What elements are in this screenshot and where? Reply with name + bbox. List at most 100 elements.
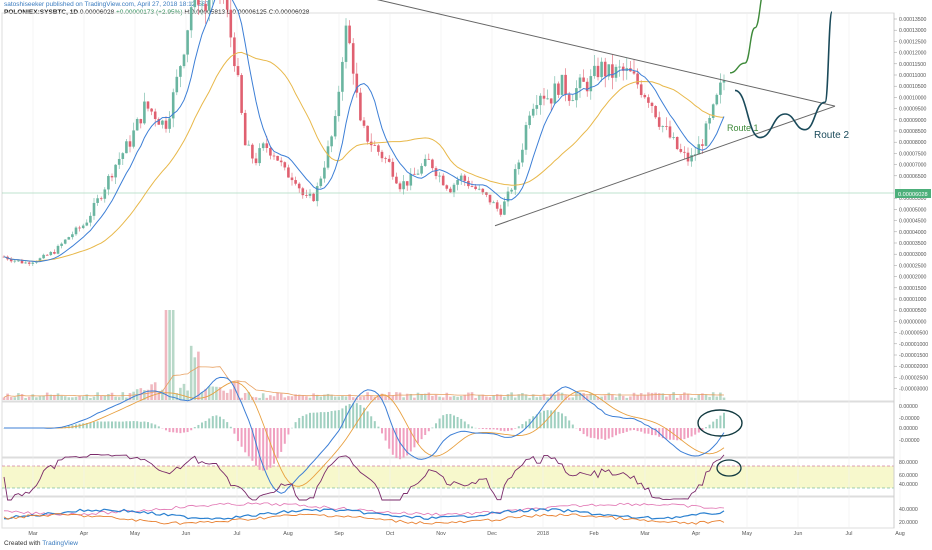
candle-body [323,167,326,179]
tradingview-logo[interactable]: TradingView [42,540,78,547]
macd-histogram-bar [535,414,538,429]
macd-histogram-bar [179,428,182,434]
volume-bar [369,395,373,400]
time-tick-label: May [130,531,140,537]
candle-body [643,94,647,98]
candle-body [377,145,380,152]
candle-body [225,0,229,10]
volume-bar [333,396,337,400]
candle-body [528,115,531,126]
volume-bar [535,397,539,400]
volume-bar [690,397,693,400]
volume-bar [708,396,711,400]
candle-body [294,180,297,184]
macd-histogram-bar [165,428,167,431]
volume-bar [643,394,647,400]
macd-histogram-bar [150,423,153,429]
volume-bar [409,393,413,400]
volume-bar [384,396,387,400]
candle-body [542,95,546,99]
volume-bar [96,392,99,400]
candle-body [204,3,207,11]
di-minus-line [3,513,725,525]
volume-bar [715,396,719,400]
macd-histogram-bar [280,428,283,452]
author-name[interactable]: satoshiseeker [4,1,45,8]
macd-histogram-bar [633,428,635,431]
macd-histogram-bar [661,428,664,439]
price-tick-label: 0.00008500 [899,129,927,135]
candle-body [74,227,78,235]
candle-body [117,158,121,165]
volume-bar [499,394,503,400]
candle-body [485,192,488,195]
volume-bar [78,395,81,400]
candle-body [567,94,571,101]
macd-histogram-bar [431,427,434,429]
candle-body [657,117,661,127]
macd-histogram-bar [499,428,502,431]
candle-body [107,175,110,190]
macd-histogram-bar [377,426,380,429]
volume-bar [107,394,110,400]
adx-tick-label: 40.0000 [899,507,918,513]
macd-histogram-bar [690,428,693,437]
ma-slow-line [3,51,725,262]
volume-bar [71,397,74,400]
macd-histogram-bar [395,428,398,459]
volume-bar [207,386,211,400]
macd-histogram-bar [539,412,542,429]
rsi-tick-label: 80.0000 [899,460,918,466]
volume-bar [571,397,575,400]
candle-body [233,37,236,67]
volume-bar [719,392,722,400]
volume-bar [452,395,456,400]
volume-bar [308,397,312,400]
candle-body [258,148,261,164]
candle-body [470,186,474,187]
candle-body [164,120,168,129]
macd-histogram-bar [611,428,614,438]
candle-body [103,189,107,199]
macd-histogram-bar [154,424,157,429]
macd-histogram-bar [453,415,455,429]
volume-bar [92,396,96,400]
macd-histogram-bar [370,416,373,429]
volume-bar [600,396,603,400]
volume-bar [459,396,463,400]
volume-bar [146,389,150,400]
volume-bar [679,395,683,400]
footer-created-with: Created with [4,540,41,547]
macd-histogram-bar [229,426,232,429]
candle-body [175,76,179,93]
volume-bar [189,345,193,400]
macd-histogram-bar [125,421,128,429]
macd-histogram-bar [384,428,387,441]
volume-bar [186,390,189,400]
candle-body [495,202,499,209]
macd-histogram-bar [517,426,520,429]
time-tick-label: May [742,531,752,537]
candle-body [459,175,463,181]
candle-body [348,25,351,44]
candle-body [359,92,362,121]
candle-body [441,175,445,186]
macd-tick-label: 0.00000 [899,404,918,410]
macd-histogram-bar [694,428,697,435]
route-2-path [734,11,833,139]
candle-body [56,245,60,254]
candle-body [146,101,150,109]
candle-body [499,208,503,215]
macd-histogram-bar [683,428,686,440]
macd-histogram-bar [586,428,589,437]
volume-bar [387,392,391,400]
candle-body [67,237,71,240]
volume-bar [56,393,60,400]
macd-histogram-bar [514,428,517,429]
candle-body [276,155,279,161]
candle-body [186,30,189,55]
price-tick-label: 0.00003000 [899,252,927,258]
volume-bar [423,393,427,400]
volume-bar [117,397,121,400]
